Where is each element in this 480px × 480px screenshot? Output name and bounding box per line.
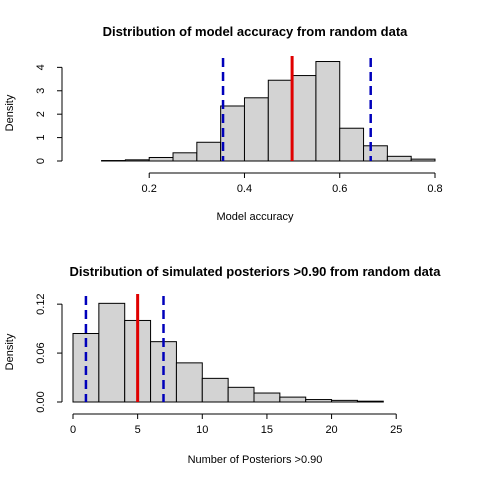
y-tick-label: 0.12 <box>35 293 47 314</box>
histogram-bar <box>148 156 174 162</box>
x-tick-label: 0.8 <box>427 183 442 195</box>
histogram-bar <box>410 158 436 162</box>
chart-title: Distribution of model accuracy from rand… <box>103 24 409 39</box>
histogram-bar <box>331 399 358 403</box>
histogram-bar <box>124 159 150 162</box>
histogram-bar <box>315 61 341 162</box>
y-tick-label: 1 <box>35 135 47 141</box>
x-tick-label: 10 <box>196 424 208 436</box>
y-tick-label: 2 <box>35 111 47 117</box>
y-axis-label: Density <box>4 94 16 131</box>
histogram-bar <box>201 377 229 403</box>
chart-title: Distribution of simulated posteriors >0.… <box>70 264 442 279</box>
x-tick-label: 25 <box>390 424 402 436</box>
histogram-bars <box>101 61 436 162</box>
x-axis: 0.2 0.4 0.6 0.8 <box>142 172 443 195</box>
x-tick-label: 0 <box>70 424 76 436</box>
histogram-bar <box>243 97 269 162</box>
y-axis: 0.00 0.06 0.12 <box>35 293 63 413</box>
histogram-bar <box>253 392 281 403</box>
x-tick-label: 5 <box>135 424 141 436</box>
histogram-bar <box>305 399 333 403</box>
accuracy-histogram-panel: Distribution of model accuracy from rand… <box>4 24 443 223</box>
x-axis: 0 5 10 15 20 25 <box>70 413 402 436</box>
histogram-bar <box>386 155 412 162</box>
reference-lines <box>84 294 165 402</box>
y-tick-label: 4 <box>35 64 47 70</box>
histogram-bar <box>196 141 222 162</box>
histogram-bar <box>98 302 126 403</box>
histogram-bar <box>175 362 203 403</box>
y-tick-label: 3 <box>35 88 47 94</box>
y-axis-label: Density <box>4 333 16 370</box>
x-axis-label: Model accuracy <box>216 211 294 223</box>
y-tick-label: 0.06 <box>35 342 47 363</box>
histogram-bar <box>363 145 388 162</box>
histogram-bar <box>227 386 255 403</box>
histogram-bar <box>267 79 293 162</box>
y-axis: 0 1 2 3 4 <box>35 64 63 164</box>
x-tick-label: 0.6 <box>332 183 347 195</box>
x-tick-label: 15 <box>261 424 273 436</box>
histogram-bar <box>291 75 317 162</box>
histogram-bar <box>356 400 384 403</box>
histogram-bar <box>172 152 198 162</box>
histogram-bar <box>279 396 307 403</box>
histogram-bars <box>72 302 384 403</box>
y-tick-label: 0 <box>35 158 47 164</box>
reference-lines <box>221 56 372 161</box>
x-tick-label: 20 <box>325 424 337 436</box>
x-tick-label: 0.4 <box>237 183 252 195</box>
histogram-bar <box>339 127 365 162</box>
x-axis-label: Number of Posteriors >0.90 <box>188 454 323 466</box>
y-tick-label: 0.00 <box>35 391 47 412</box>
posteriors-histogram-panel: Distribution of simulated posteriors >0.… <box>4 264 441 466</box>
x-tick-label: 0.2 <box>142 183 157 195</box>
